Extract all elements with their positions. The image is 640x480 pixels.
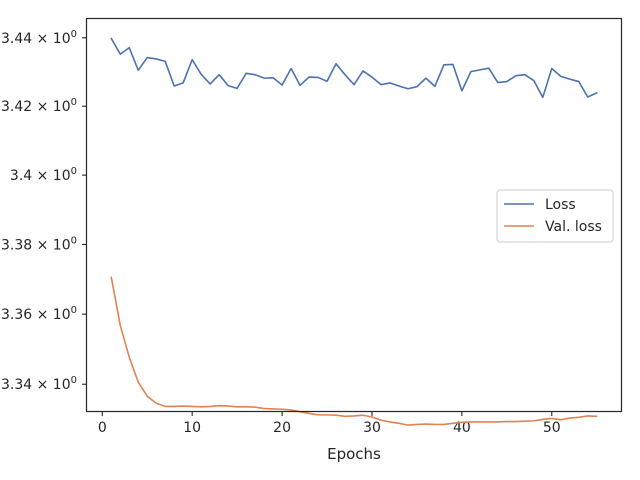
y-axis-ticks: 3.34 × 100 3.36 × 100 3.38 × 100 3.4 × 100 3… [1,29,87,393]
y-tick-label: 3.44 × 100 [1,29,77,47]
x-axis-label: Epochs [327,445,381,463]
y-tick-label: 3.34 × 100 [1,375,77,393]
series-layer [110,37,598,426]
x-tick-label: 50 [543,420,561,436]
series-line-val-loss [110,276,598,426]
legend-label: Loss [545,197,576,213]
legend: Loss Val. loss [496,189,614,243]
x-tick-label: 40 [453,420,471,436]
y-tick-label: 3.36 × 100 [1,305,77,323]
y-tick-label: 3.4 × 100 [10,166,77,184]
legend-label: Val. loss [545,219,602,235]
y-tick-label: 3.42 × 100 [1,97,77,115]
y-tick-label: 3.38 × 100 [1,235,77,253]
series-line-loss [110,37,598,99]
x-tick-label: 30 [363,420,381,436]
legend-box [496,189,614,243]
x-tick-label: 20 [273,420,291,436]
plot-frame [85,17,623,413]
x-tick-label: 0 [98,420,107,436]
x-axis-ticks: 0 10 20 30 40 50 [98,411,561,436]
x-tick-label: 10 [183,420,201,436]
